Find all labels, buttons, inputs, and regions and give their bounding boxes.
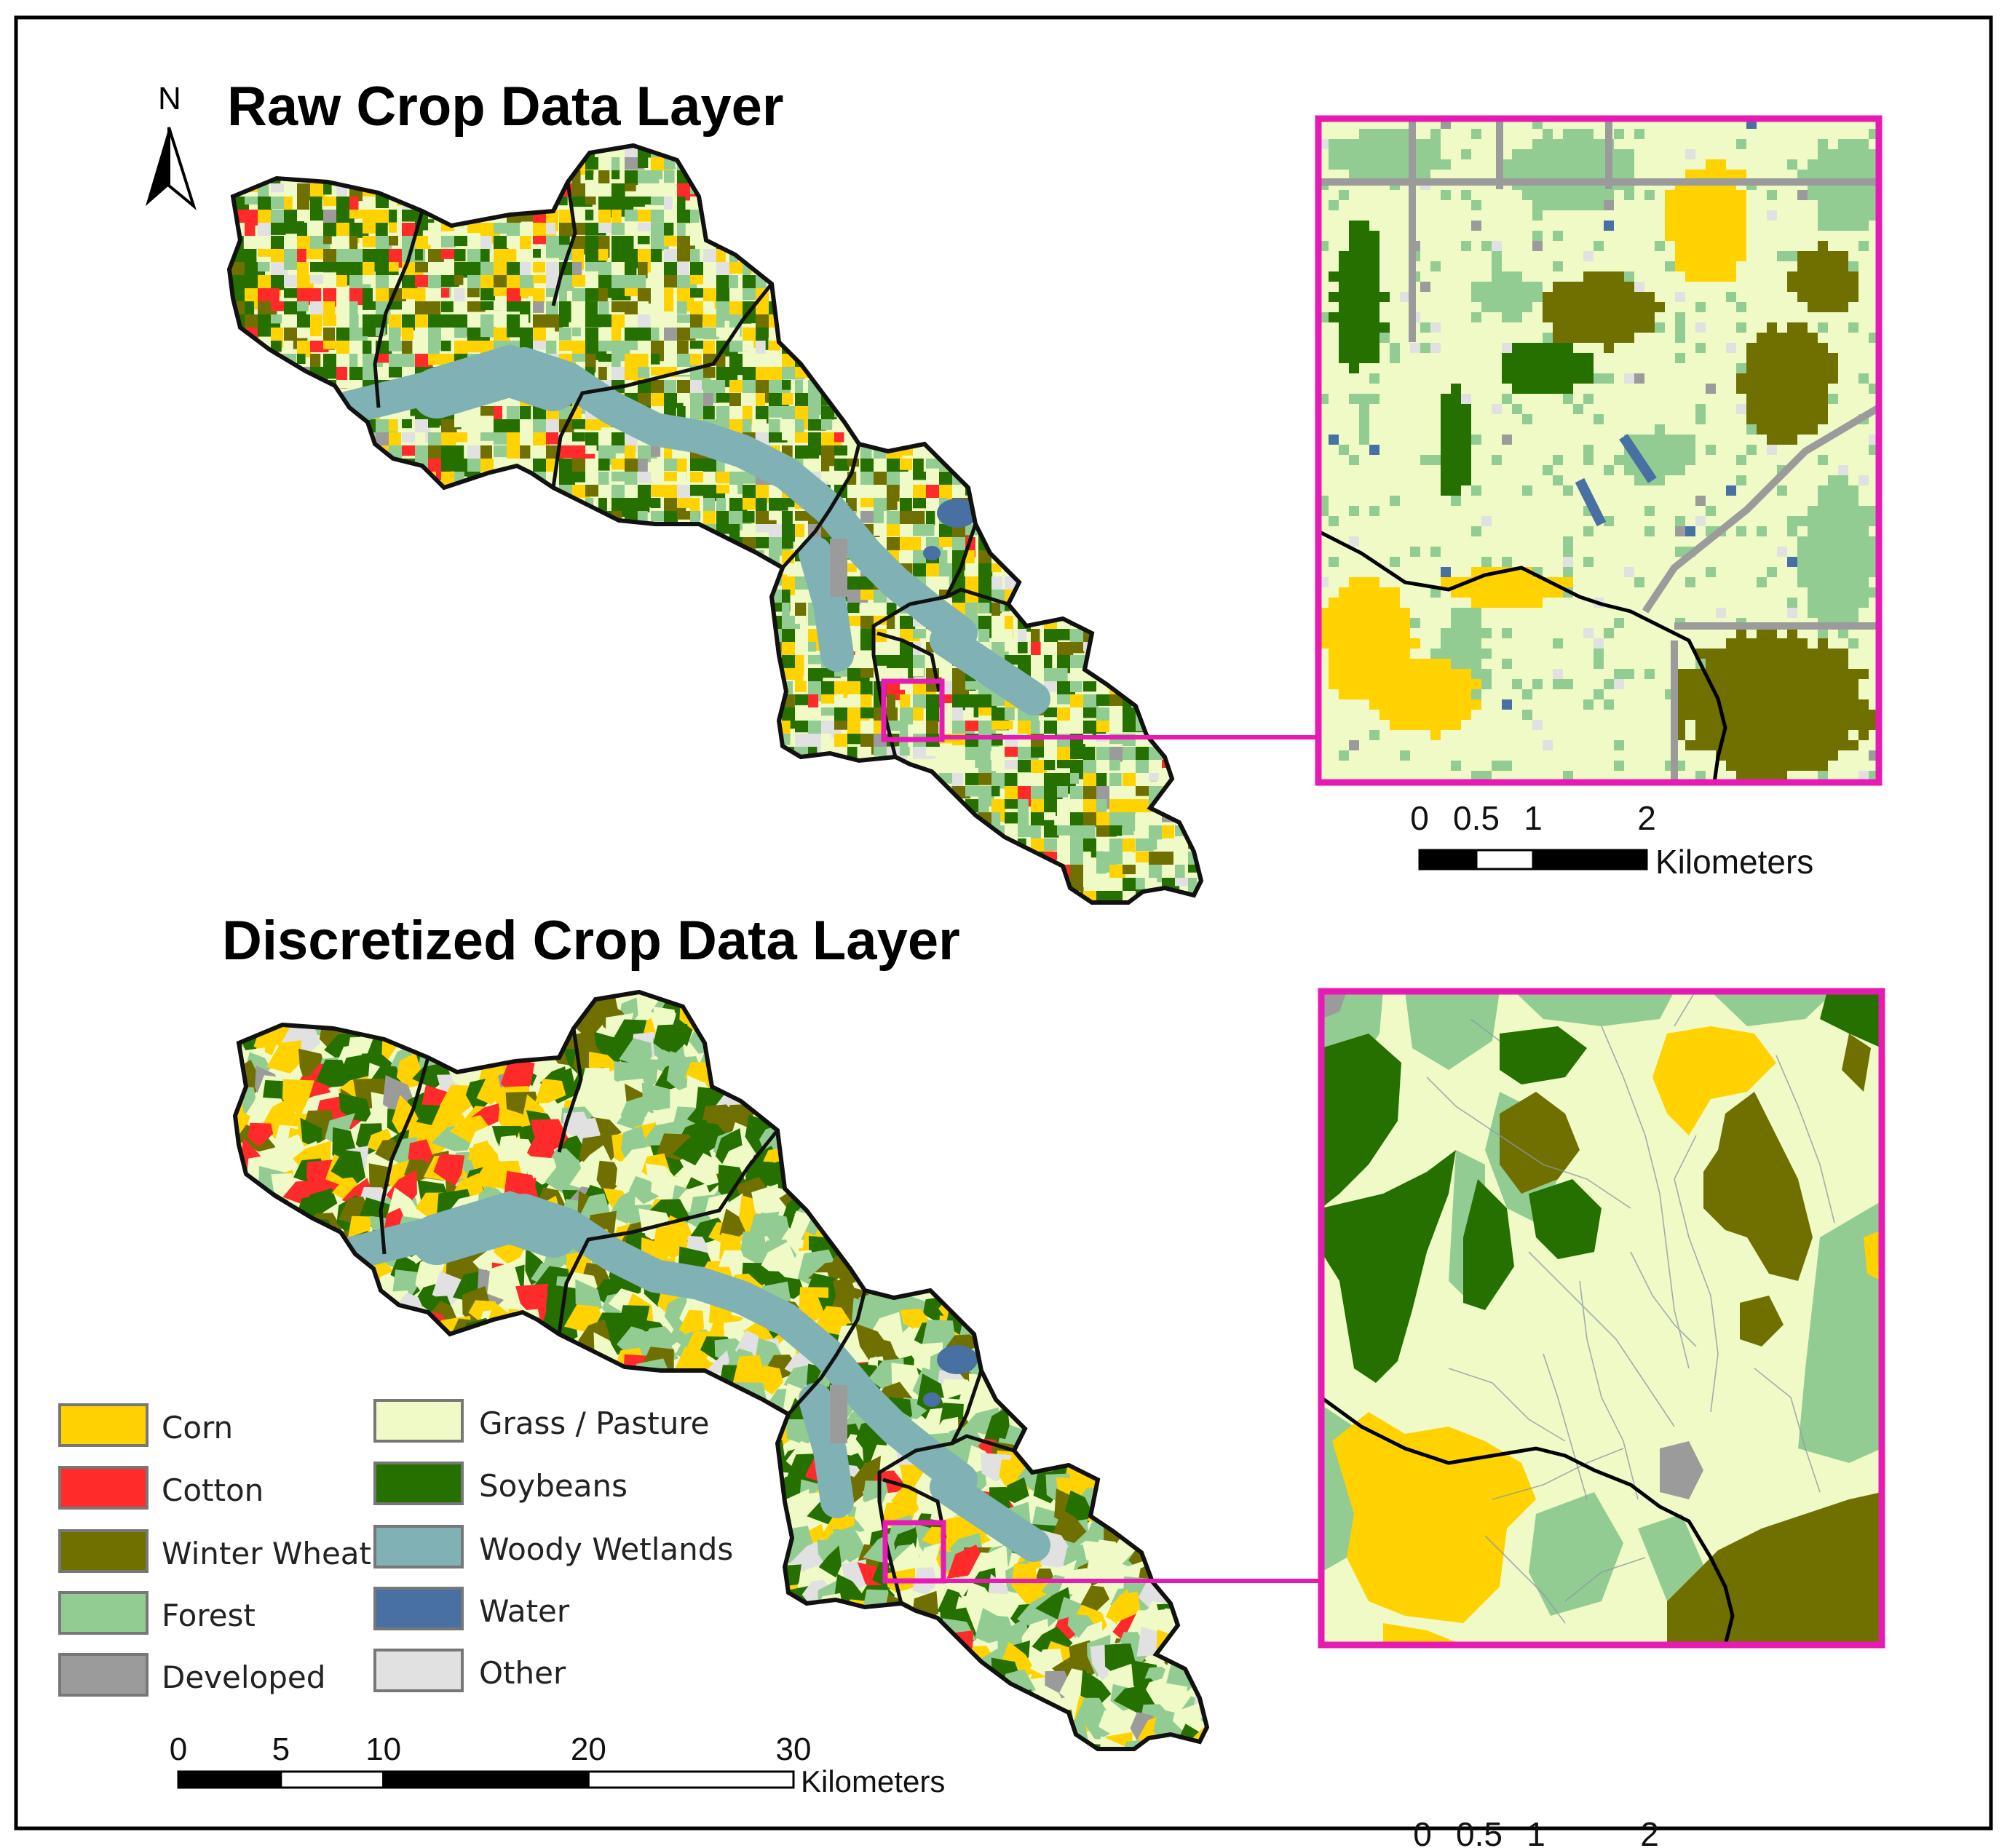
scale-tick-label: 0 [170, 1732, 187, 1767]
legend-swatch [58, 1591, 149, 1635]
scale-tick-label: 1 [1527, 1815, 1545, 1848]
legend-label: Water [479, 1593, 570, 1629]
legend-label: Soybeans [479, 1468, 628, 1504]
scale-segment [382, 1770, 590, 1789]
raw-inset-boundary-line [1318, 529, 1727, 782]
raw-inset-map [1315, 115, 1883, 786]
scale-tick-label: 0 [1410, 799, 1429, 837]
legend-swatch [373, 1587, 464, 1630]
scale-segment [177, 1770, 282, 1789]
scale-segment [1532, 849, 1648, 871]
discretized-layer-title: Discretized Crop Data Layer [222, 910, 960, 972]
scale-segment [280, 1770, 385, 1789]
scale-tick-label: 30 [776, 1732, 812, 1767]
discretized-inset-frame [1318, 988, 1885, 1649]
north-arrow-label: N [158, 81, 181, 116]
raw-subbasin-lines [373, 181, 1009, 758]
scale-segment [1475, 849, 1535, 871]
raw-inset-pixels [1318, 119, 1879, 782]
discretized-inset-locator [882, 1520, 946, 1584]
legend-label: Developed [162, 1659, 325, 1695]
legend-label: Corn [162, 1410, 233, 1446]
scale-tick-label: 0 [1413, 1815, 1432, 1848]
legend-swatch [373, 1525, 464, 1569]
discretized-inset-map [1318, 988, 1885, 1649]
legend-swatch [373, 1649, 464, 1692]
legend-swatch [58, 1403, 149, 1447]
legend-swatch [373, 1399, 464, 1443]
legend-swatch [58, 1529, 149, 1573]
north-arrow-icon [146, 127, 169, 206]
north-arrow-icon-outline [167, 127, 197, 210]
legend-label: Cotton [162, 1472, 264, 1508]
scale-tick-label: 2 [1637, 799, 1656, 837]
scale-tick-label: 20 [571, 1732, 606, 1767]
legend-swatch [58, 1466, 149, 1510]
scale-tick-label: 5 [272, 1732, 290, 1767]
legend-label: Grass / Pasture [479, 1405, 710, 1441]
raw-inset-locator [881, 678, 945, 742]
raw-inset-frame [1315, 115, 1883, 786]
scale-tick-label: 2 [1640, 1815, 1659, 1848]
legend-label: Forest [162, 1598, 256, 1633]
scale-unit-label: Kilometers [1655, 843, 1813, 881]
scale-tick-label: 1 [1524, 799, 1543, 837]
legend-label: Other [479, 1655, 566, 1691]
legend: Corn Cotton Winter Wheat Forest Developed Gra… [58, 1399, 733, 1697]
scale-tick-label: 10 [365, 1732, 401, 1767]
legend-swatch [373, 1462, 464, 1505]
scale-unit-label: Kilometers [801, 1764, 945, 1799]
scale-tick-label: 0.5 [1456, 1815, 1503, 1848]
discretized-inset-boundary-line [1321, 1395, 1735, 1645]
legend-swatch [58, 1653, 149, 1697]
scale-segment [587, 1770, 795, 1789]
scale-tick-label: 0.5 [1453, 799, 1500, 837]
raw-inset-scale-bar: 0 0.5 1 2 Kilometers [1410, 799, 1813, 881]
legend-label: Woody Wetlands [479, 1531, 733, 1567]
raw-layer-title: Raw Crop Data Layer [227, 76, 783, 138]
legend-label: Winter Wheat [162, 1536, 371, 1571]
north-arrow: N [146, 81, 197, 210]
discretized-inset-polygons [1321, 991, 1882, 1645]
scale-segment [1418, 849, 1478, 871]
